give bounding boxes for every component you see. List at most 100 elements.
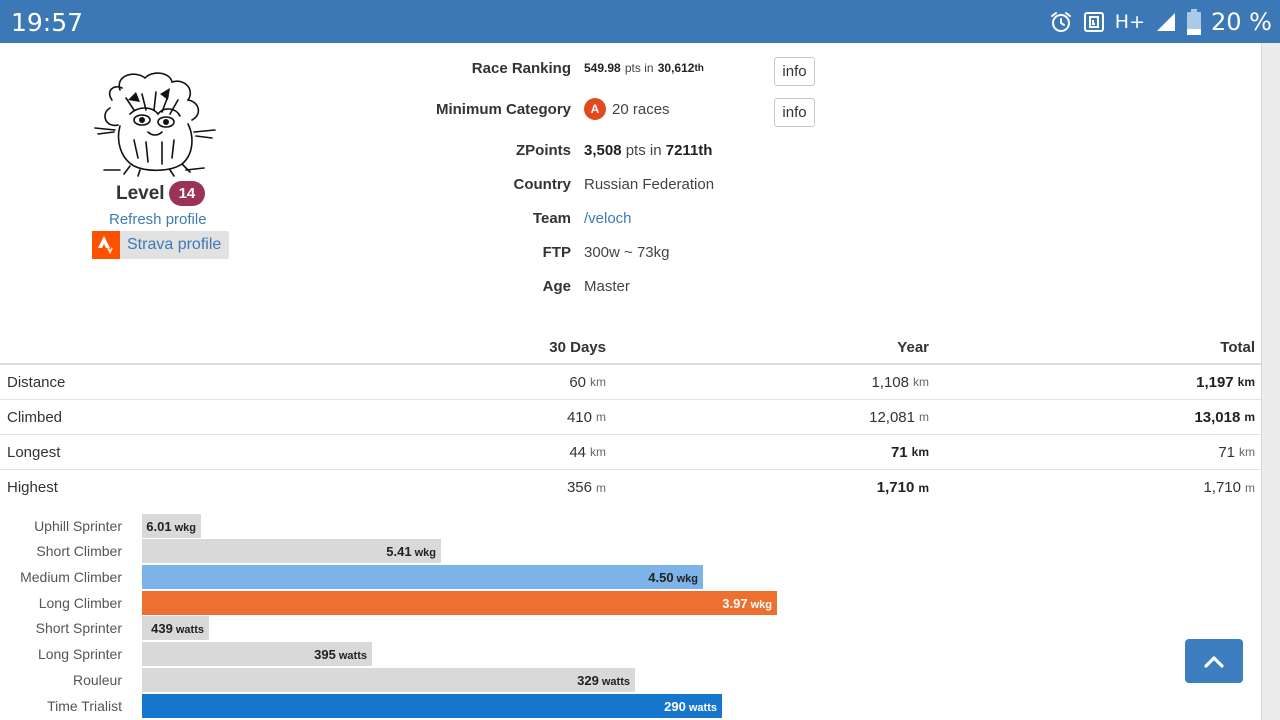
- power-row: Long Climber 3.97 wkg: [0, 591, 1261, 615]
- power-row: Long Sprinter 395 watts: [0, 642, 1261, 666]
- row-label: Longest: [7, 443, 61, 461]
- scrollbar-track[interactable]: [1261, 43, 1280, 720]
- table-row: Distance 60 km 1,108 km 1,197 km: [0, 365, 1261, 400]
- stats-header-row: 30 Days Year Total: [0, 331, 1261, 365]
- country-value: Russian Federation: [584, 175, 715, 193]
- power-label: Long Sprinter: [37, 646, 122, 662]
- cell-30-days: 410 m: [566, 408, 606, 426]
- cell-total: 13,018 m: [1194, 408, 1255, 426]
- level-label: Level: [116, 182, 165, 204]
- nfc-icon: [1083, 12, 1104, 32]
- status-time: 19:57: [11, 8, 84, 37]
- cell-30-days: 60 km: [569, 373, 606, 391]
- avatar: [94, 72, 216, 177]
- strava-icon: [92, 231, 120, 259]
- cell-30-days: 44 km: [569, 443, 606, 461]
- age-label: Age: [542, 277, 571, 295]
- race-ranking-rank: 30,612: [657, 61, 695, 75]
- power-bar: 329 watts: [142, 668, 635, 692]
- refresh-profile-link[interactable]: Refresh profile: [109, 211, 207, 228]
- race-ranking-value: 549.98 pts in 30,612 th: [584, 60, 704, 77]
- ftp-value: 300w ~ 73kg: [584, 243, 670, 261]
- cell-total: 71 km: [1218, 443, 1255, 461]
- power-row: Short Climber 5.41 wkg: [0, 539, 1261, 563]
- network-type: H+: [1114, 11, 1146, 33]
- ftp-label: FTP: [542, 243, 571, 261]
- minimum-category-label: Minimum Category: [435, 100, 571, 118]
- row-label: Distance: [7, 373, 66, 391]
- power-label: Long Climber: [38, 595, 122, 611]
- team-link[interactable]: /veloch: [584, 209, 632, 227]
- zpoints-label: ZPoints: [516, 141, 571, 159]
- status-icons: H+ 20 %: [1049, 7, 1272, 37]
- stats-table: 30 Days Year Total Distance 60 km 1,108 km…: [0, 331, 1261, 505]
- race-ranking-label: Race Ranking: [471, 59, 571, 77]
- table-row: Longest 44 km 71 km 71 km: [0, 435, 1261, 470]
- race-ranking-row: Race Ranking 549.98 pts in 30,612 th: [330, 57, 704, 79]
- power-label: Uphill Sprinter: [34, 518, 122, 534]
- country-row: Country Russian Federation: [330, 173, 715, 195]
- power-bar: 395 watts: [142, 642, 372, 666]
- header-total: Total: [1220, 338, 1255, 356]
- age-value: Master: [584, 277, 630, 295]
- signal-icon: [1157, 13, 1176, 31]
- power-bar: 290 watts: [142, 694, 722, 718]
- power-bar: 439 watts: [142, 616, 209, 640]
- battery-icon: [1187, 9, 1202, 35]
- cell-year: 12,081 m: [869, 408, 929, 426]
- minimum-category-row: Minimum Category A 20 races: [330, 98, 670, 120]
- power-bar: 5.41 wkg: [142, 539, 441, 563]
- category-badge: A: [584, 98, 606, 120]
- race-ranking-points: 549.98: [584, 61, 621, 75]
- minimum-category-info-button[interactable]: info: [774, 98, 815, 127]
- ftp-row: FTP 300w ~ 73kg: [330, 241, 670, 263]
- alarm-icon: [1050, 12, 1071, 32]
- status-bar: 19:57 H+ 20 %: [0, 0, 1280, 43]
- power-bar: 4.50 wkg: [142, 565, 703, 589]
- battery-level: 20 %: [1211, 8, 1272, 36]
- power-row: Medium Climber 4.50 wkg: [0, 565, 1261, 589]
- minimum-category-value: A 20 races: [584, 98, 670, 120]
- race-ranking-pts-text: pts in: [624, 61, 654, 75]
- cell-total: 1,197 km: [1196, 373, 1255, 391]
- header-30-days: 30 Days: [549, 338, 606, 356]
- table-row: Highest 356 m 1,710 m 1,710 m: [0, 470, 1261, 505]
- zpoints-pts-text: pts in: [625, 141, 662, 159]
- team-label: Team: [532, 209, 571, 227]
- zpoints-row: ZPoints 3,508 pts in 7211th: [330, 139, 712, 161]
- chevron-up-icon: [1204, 656, 1224, 668]
- race-ranking-info-button[interactable]: info: [774, 57, 815, 86]
- zpoints-rank: 7211th: [665, 141, 713, 159]
- power-label: Rouleur: [72, 672, 122, 688]
- power-bar: 6.01 wkg: [142, 514, 201, 538]
- cell-year: 1,108 km: [871, 373, 929, 391]
- power-row: Short Sprinter 439 watts: [0, 616, 1261, 640]
- back-to-top-button[interactable]: [1185, 639, 1243, 683]
- zpoints-value: 3,508 pts in 7211th: [584, 142, 712, 159]
- category-races: 20 races: [612, 100, 670, 118]
- strava-profile-label: Strava profile: [127, 236, 222, 253]
- cell-30-days: 356 m: [566, 479, 606, 496]
- age-row: Age Master: [330, 275, 630, 297]
- team-row: Team /veloch: [330, 207, 632, 229]
- cell-year: 71 km: [890, 443, 929, 461]
- power-label: Medium Climber: [20, 569, 122, 585]
- cell-year: 1,710 m: [876, 479, 929, 496]
- race-ranking-suffix: th: [694, 62, 704, 74]
- power-label: Short Sprinter: [35, 620, 122, 636]
- level-badge: 14: [168, 181, 206, 206]
- country-label: Country: [513, 175, 572, 193]
- row-label: Climbed: [7, 408, 63, 426]
- strava-profile-button[interactable]: Strava profile: [92, 231, 230, 259]
- zpoints-points: 3,508: [584, 141, 622, 159]
- power-row: Rouleur 329 watts: [0, 668, 1261, 692]
- power-row: Time Trialist 290 watts: [0, 694, 1261, 718]
- power-label: Time Trialist: [47, 698, 122, 714]
- cell-total: 1,710 m: [1203, 479, 1255, 496]
- power-row: Uphill Sprinter 6.01 wkg: [0, 514, 1261, 538]
- table-row: Climbed 410 m 12,081 m 13,018 m: [0, 400, 1261, 435]
- level-indicator: Level 14: [116, 181, 206, 206]
- header-year: Year: [897, 338, 929, 356]
- power-bar: 3.97 wkg: [142, 591, 777, 615]
- row-label: Highest: [7, 479, 58, 496]
